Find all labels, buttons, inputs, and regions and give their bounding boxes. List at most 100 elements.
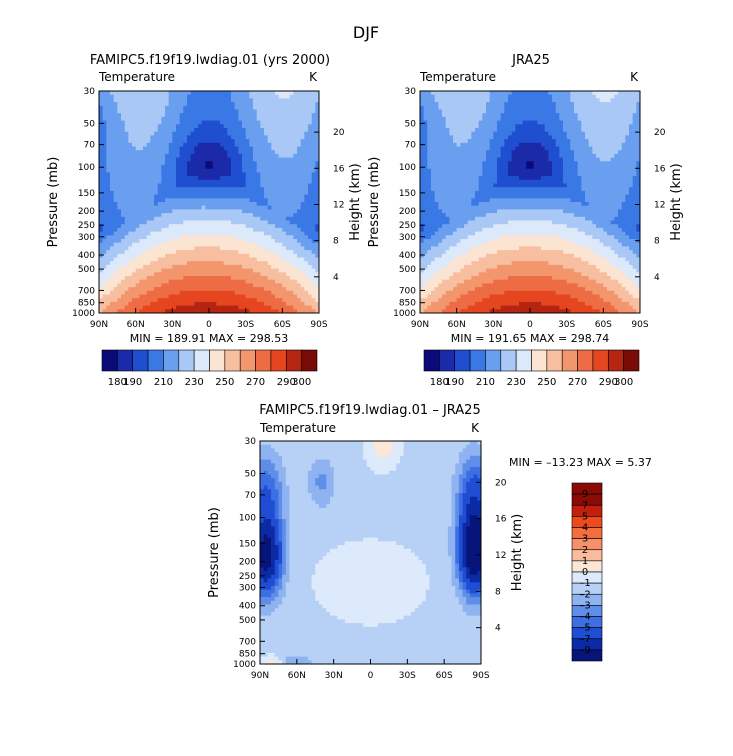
field-cell bbox=[497, 98, 502, 103]
field-cell bbox=[629, 128, 634, 133]
field-cell bbox=[471, 120, 476, 125]
field-cell bbox=[544, 146, 549, 151]
field-cell bbox=[456, 150, 461, 155]
field-cell bbox=[286, 153, 291, 158]
field-cell bbox=[242, 298, 247, 303]
field-cell bbox=[110, 253, 115, 258]
field-cell bbox=[201, 239, 206, 244]
field-cell bbox=[99, 261, 104, 266]
field-cell bbox=[242, 202, 247, 207]
field-cell bbox=[198, 161, 203, 166]
field-cell bbox=[227, 176, 232, 181]
field-cell bbox=[212, 109, 217, 114]
field-cell bbox=[570, 94, 575, 99]
field-cell bbox=[238, 264, 243, 269]
field-cell bbox=[117, 246, 122, 251]
field-cell bbox=[143, 242, 148, 247]
field-cell bbox=[504, 161, 509, 166]
field-cell bbox=[442, 120, 447, 125]
field-cell bbox=[570, 146, 575, 151]
field-cell bbox=[168, 279, 173, 284]
field-cell bbox=[607, 150, 612, 155]
field-cell bbox=[464, 153, 469, 158]
field-cell bbox=[209, 194, 214, 199]
field-cell bbox=[187, 153, 192, 158]
field-cell bbox=[209, 301, 214, 306]
field-cell bbox=[110, 268, 115, 273]
field-cell bbox=[190, 235, 195, 240]
field-cell bbox=[610, 128, 615, 133]
field-cell bbox=[231, 246, 236, 251]
field-cell bbox=[297, 227, 302, 232]
field-cell bbox=[423, 142, 428, 147]
field-cell bbox=[99, 135, 104, 140]
field-cell bbox=[632, 124, 637, 129]
field-cell bbox=[282, 176, 287, 181]
field-cell bbox=[475, 131, 480, 136]
field-cell bbox=[201, 227, 206, 232]
field-cell bbox=[220, 161, 225, 166]
field-cell bbox=[610, 113, 615, 118]
field-cell bbox=[308, 216, 313, 221]
field-cell bbox=[278, 253, 283, 258]
field-cell bbox=[168, 131, 173, 136]
field-cell bbox=[625, 113, 630, 118]
field-cell bbox=[102, 116, 107, 121]
field-cell bbox=[209, 179, 214, 184]
field-cell bbox=[271, 142, 276, 147]
field-cell bbox=[304, 105, 309, 110]
field-cell bbox=[132, 242, 137, 247]
field-cell bbox=[201, 283, 206, 288]
field-cell bbox=[475, 105, 480, 110]
field-cell bbox=[198, 94, 203, 99]
field-cell bbox=[102, 257, 107, 262]
field-cell bbox=[121, 250, 126, 255]
field-cell bbox=[238, 205, 243, 210]
field-cell bbox=[245, 183, 250, 188]
field-cell bbox=[566, 109, 571, 114]
field-cell bbox=[165, 257, 170, 262]
field-cell bbox=[157, 131, 162, 136]
field-cell bbox=[431, 102, 436, 107]
field-cell bbox=[242, 198, 247, 203]
field-cell bbox=[256, 301, 261, 306]
field-cell bbox=[260, 131, 265, 136]
field-cell bbox=[110, 190, 115, 195]
field-cell bbox=[552, 165, 557, 170]
field-cell bbox=[179, 250, 184, 255]
field-cell bbox=[500, 124, 505, 129]
field-cell bbox=[190, 179, 195, 184]
field-cell bbox=[157, 142, 162, 147]
field-cell bbox=[286, 227, 291, 232]
field-cell bbox=[508, 146, 513, 151]
field-cell bbox=[632, 131, 637, 136]
field-cell bbox=[106, 190, 111, 195]
field-cell bbox=[423, 128, 428, 133]
field-cell bbox=[168, 264, 173, 269]
field-cell bbox=[599, 165, 604, 170]
field-cell bbox=[154, 290, 159, 295]
field-cell bbox=[599, 139, 604, 144]
field-cell bbox=[526, 157, 531, 162]
field-cell bbox=[99, 109, 104, 114]
field-cell bbox=[256, 202, 261, 207]
field-cell bbox=[231, 113, 236, 118]
field-cell bbox=[508, 165, 513, 170]
field-cell bbox=[588, 98, 593, 103]
field-cell bbox=[205, 128, 210, 133]
field-cell bbox=[216, 213, 221, 218]
field-cell bbox=[205, 124, 210, 129]
x-tick-label: 60S bbox=[274, 320, 291, 330]
field-cell bbox=[570, 91, 575, 96]
field-cell bbox=[275, 220, 280, 225]
field-cell bbox=[515, 113, 520, 118]
field-cell bbox=[128, 109, 133, 114]
field-cell bbox=[478, 91, 483, 96]
field-cell bbox=[438, 142, 443, 147]
field-cell bbox=[245, 153, 250, 158]
field-cell bbox=[165, 231, 170, 236]
field-cell bbox=[253, 98, 258, 103]
field-cell bbox=[260, 116, 265, 121]
field-cell bbox=[124, 131, 129, 136]
